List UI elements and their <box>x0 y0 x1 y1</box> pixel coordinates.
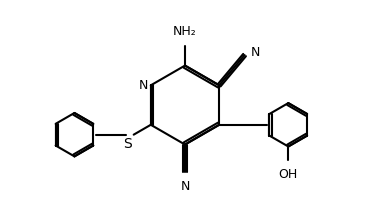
Text: N: N <box>138 79 148 92</box>
Text: NH₂: NH₂ <box>173 25 197 38</box>
Text: OH: OH <box>279 168 298 181</box>
Text: N: N <box>251 46 260 59</box>
Text: S: S <box>123 137 132 151</box>
Text: N: N <box>180 180 190 193</box>
